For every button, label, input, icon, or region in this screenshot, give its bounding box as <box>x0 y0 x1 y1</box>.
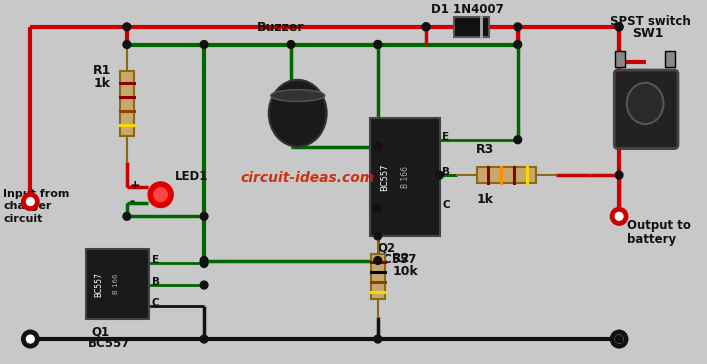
Circle shape <box>436 171 443 179</box>
Circle shape <box>148 182 173 207</box>
Circle shape <box>200 257 208 264</box>
Circle shape <box>374 335 382 343</box>
Circle shape <box>200 260 208 268</box>
Text: Q1: Q1 <box>91 325 110 338</box>
FancyBboxPatch shape <box>370 118 440 236</box>
Text: D1 1N4007: D1 1N4007 <box>431 3 503 16</box>
Ellipse shape <box>627 83 663 124</box>
Text: 10k: 10k <box>392 265 418 278</box>
Circle shape <box>374 257 382 264</box>
Circle shape <box>514 40 522 48</box>
Circle shape <box>514 23 522 31</box>
Circle shape <box>200 281 208 289</box>
Circle shape <box>610 207 628 225</box>
Circle shape <box>374 205 382 212</box>
Circle shape <box>154 188 168 202</box>
Text: C: C <box>443 201 450 210</box>
Circle shape <box>615 23 623 31</box>
Circle shape <box>200 335 208 343</box>
Circle shape <box>374 40 382 48</box>
Text: battery: battery <box>627 233 676 246</box>
FancyBboxPatch shape <box>120 71 134 136</box>
Circle shape <box>615 335 623 343</box>
Circle shape <box>123 40 131 48</box>
Circle shape <box>200 40 208 48</box>
Text: E: E <box>152 256 159 265</box>
Text: LED1: LED1 <box>175 170 209 183</box>
Text: Output to: Output to <box>627 219 691 232</box>
FancyBboxPatch shape <box>371 254 385 299</box>
Text: BC557: BC557 <box>380 163 389 191</box>
Circle shape <box>514 136 522 144</box>
Circle shape <box>615 23 623 31</box>
Circle shape <box>615 335 623 343</box>
Ellipse shape <box>269 80 327 147</box>
Circle shape <box>22 193 39 210</box>
Circle shape <box>615 171 623 179</box>
Text: B: B <box>443 167 450 177</box>
Circle shape <box>422 23 430 31</box>
Text: B 166: B 166 <box>113 274 119 294</box>
Text: Q2: Q2 <box>378 242 396 255</box>
Text: +: + <box>130 179 141 192</box>
Circle shape <box>200 212 208 220</box>
Circle shape <box>374 40 382 48</box>
Text: 1k: 1k <box>93 77 110 90</box>
Text: Input from: Input from <box>4 189 70 199</box>
Text: E: E <box>443 132 450 142</box>
FancyBboxPatch shape <box>665 51 675 67</box>
Circle shape <box>374 232 382 240</box>
Text: BC557: BC557 <box>375 253 417 266</box>
Text: charger: charger <box>4 201 52 211</box>
Circle shape <box>374 143 382 151</box>
Circle shape <box>610 330 628 348</box>
Circle shape <box>123 212 131 220</box>
Text: -: - <box>130 194 135 207</box>
Circle shape <box>26 335 34 343</box>
FancyBboxPatch shape <box>614 70 678 149</box>
Text: circuit-ideas.com: circuit-ideas.com <box>241 171 375 185</box>
Circle shape <box>615 212 623 220</box>
Text: 1k: 1k <box>477 193 493 206</box>
Circle shape <box>287 40 295 48</box>
Text: SPST switch: SPST switch <box>610 15 691 28</box>
Text: R2: R2 <box>392 253 411 265</box>
Circle shape <box>26 198 34 206</box>
FancyBboxPatch shape <box>86 249 149 320</box>
Text: B: B <box>152 277 160 287</box>
Text: R1: R1 <box>93 64 112 77</box>
Text: BC557: BC557 <box>88 337 131 350</box>
Text: BC557: BC557 <box>94 272 103 297</box>
FancyBboxPatch shape <box>454 17 489 37</box>
FancyBboxPatch shape <box>615 51 625 67</box>
Text: B 166: B 166 <box>401 166 410 188</box>
Text: R3: R3 <box>477 143 494 157</box>
Circle shape <box>123 23 131 31</box>
Text: Buzzer: Buzzer <box>257 21 305 34</box>
Ellipse shape <box>271 90 325 102</box>
FancyBboxPatch shape <box>477 167 537 183</box>
Text: circuit: circuit <box>4 214 42 224</box>
Circle shape <box>422 23 430 31</box>
Circle shape <box>22 330 39 348</box>
Circle shape <box>374 143 382 151</box>
Text: C: C <box>152 298 160 308</box>
Text: SW1: SW1 <box>631 27 663 40</box>
